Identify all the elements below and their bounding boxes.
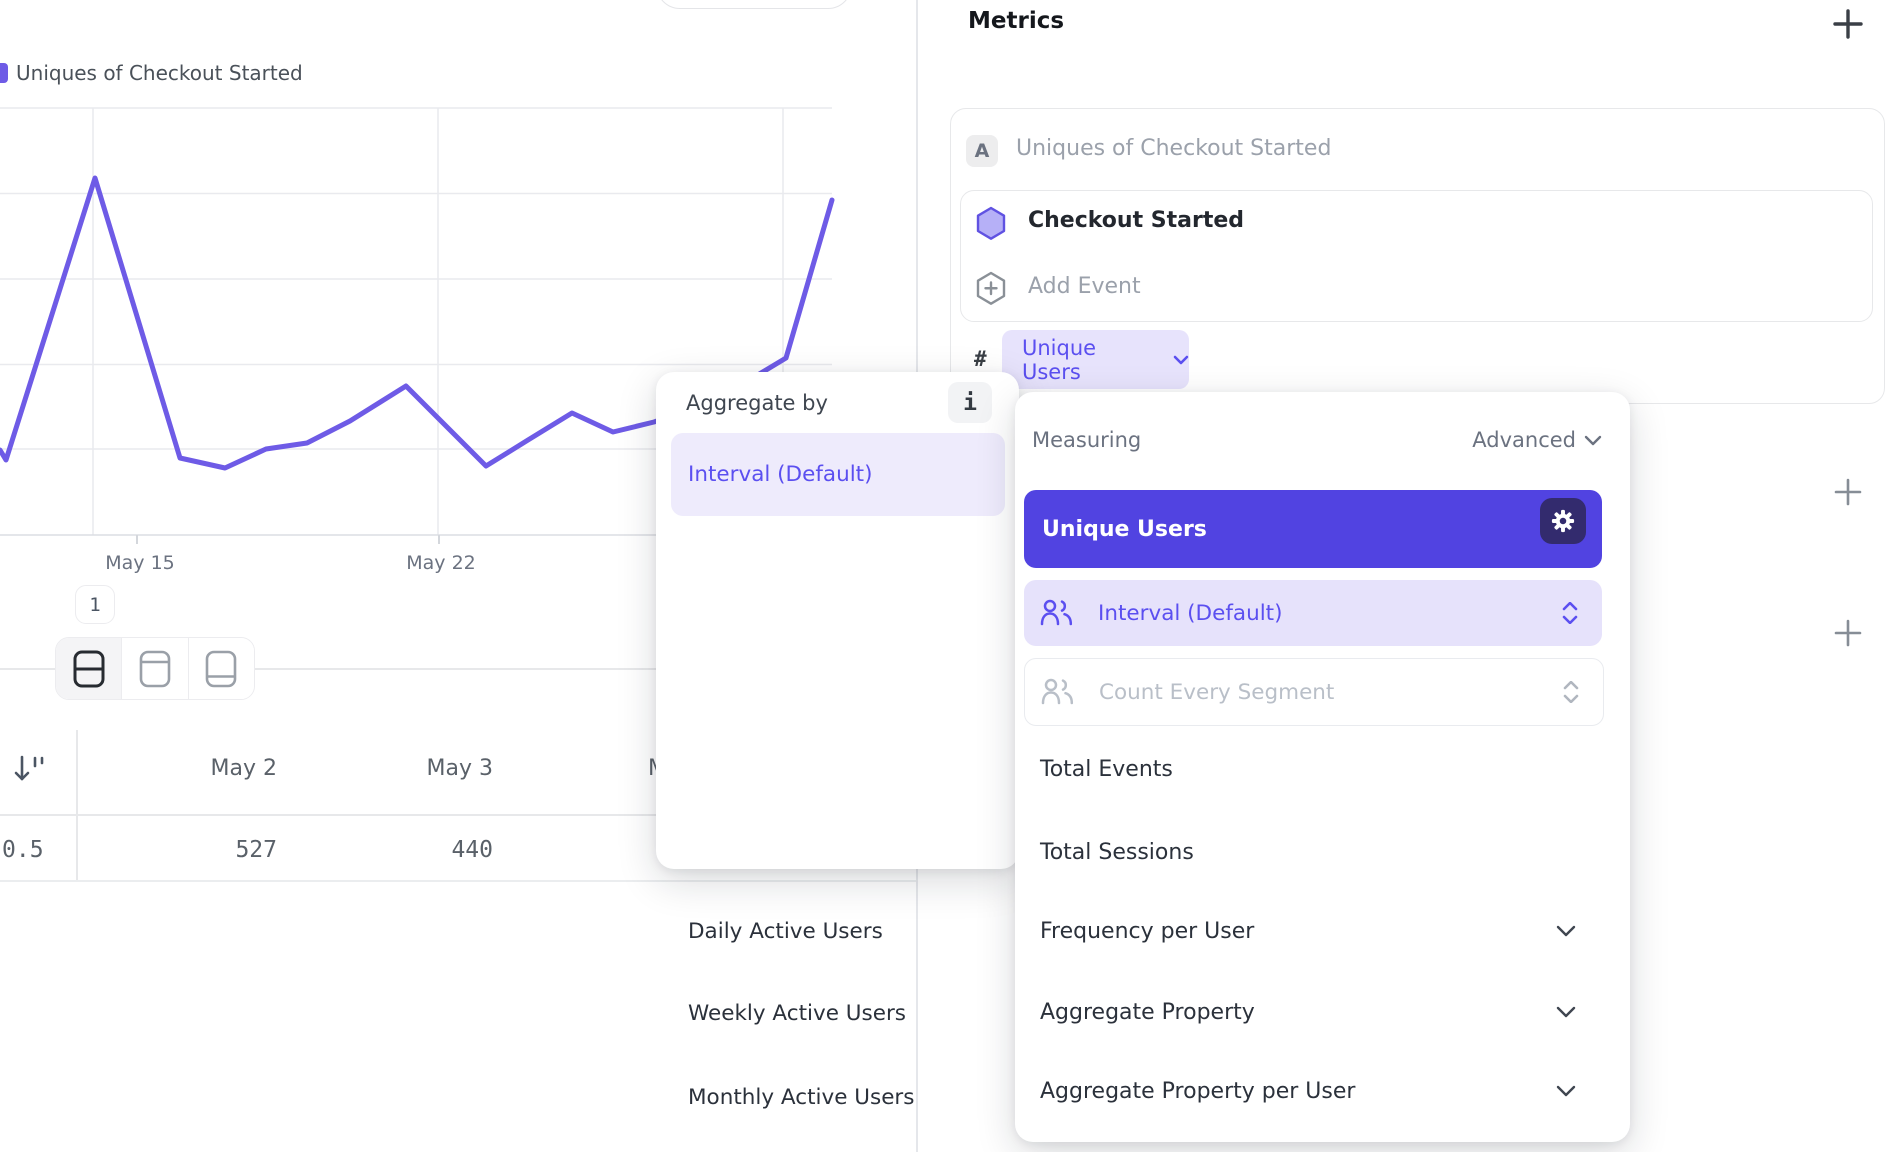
x-tick-label: May 15 — [105, 552, 175, 574]
measuring-option-label: Total Events — [1040, 756, 1173, 782]
aggregate-by-popup: Aggregate by i Interval (Default) Daily … — [656, 372, 1019, 1110]
gear-icon — [1551, 509, 1575, 533]
metric-letter-badge: A — [966, 135, 998, 167]
page-badge[interactable]: 1 — [75, 585, 115, 624]
chevron-down-icon — [1173, 355, 1189, 364]
measuring-selected-label: Unique Users — [1042, 516, 1207, 542]
aggregate-option-label: Monthly Active Users — [688, 1084, 915, 1110]
table-row-rule — [0, 880, 916, 882]
measuring-option[interactable]: Aggregate Property per User — [1040, 1063, 1606, 1119]
measuring-option-selected[interactable]: Unique Users — [1024, 490, 1602, 568]
settings-button[interactable] — [1540, 498, 1586, 544]
add-metric-button[interactable] — [1833, 9, 1863, 39]
page-title: Metrics — [968, 8, 1065, 34]
users-icon — [1040, 599, 1073, 626]
updown-icon — [1563, 681, 1579, 703]
aggregate-option-selected[interactable]: Interval (Default) — [671, 433, 1005, 516]
measuring-popup: Measuring Advanced Unique Users — [1015, 392, 1630, 1142]
measuring-option-label: Aggregate Property per User — [1040, 1078, 1356, 1104]
split-top-icon — [139, 650, 171, 687]
chevron-down-icon — [1584, 435, 1602, 445]
measuring-option[interactable]: Frequency per User — [1040, 903, 1606, 959]
plus-icon — [1833, 9, 1863, 39]
aggregate-option[interactable]: Cumulative Users — [671, 1148, 1005, 1152]
add-event-hexagon-icon — [976, 271, 1006, 305]
layout-bottom-bar-button[interactable] — [188, 638, 254, 699]
segment-count-label: Count Every Segment — [1099, 679, 1335, 705]
measurement-chip-label: Unique Users — [1022, 335, 1097, 384]
aggregate-option[interactable]: Daily Active Users — [671, 898, 1005, 964]
table-column-header[interactable]: May 3 — [426, 756, 493, 781]
split-bottom-icon — [206, 650, 237, 687]
number-operator-icon: # — [974, 347, 987, 371]
users-icon — [1041, 678, 1074, 705]
info-icon: i — [963, 389, 977, 416]
measuring-option[interactable]: Aggregate Property — [1040, 984, 1606, 1040]
x-tick-label: May 22 — [406, 552, 476, 574]
chevron-down-icon — [1556, 1085, 1576, 1097]
table-header-rule — [0, 814, 916, 816]
sort-icon[interactable] — [13, 753, 47, 787]
aggregate-option-label: Daily Active Users — [688, 918, 883, 944]
layout-toggle-group — [55, 637, 255, 700]
advanced-label: Advanced — [1472, 428, 1576, 452]
section-divider — [0, 668, 916, 670]
measuring-popup-title: Measuring — [1032, 428, 1142, 452]
interval-select-label: Interval (Default) — [1098, 600, 1283, 626]
plus-icon — [1834, 478, 1862, 506]
chevron-down-icon — [1556, 1006, 1576, 1018]
metric-letter: A — [974, 140, 990, 162]
measuring-option-label: Frequency per User — [1040, 918, 1255, 944]
layout-split-horizontal-button[interactable] — [56, 638, 123, 699]
table-column-separator — [76, 730, 78, 881]
table-column-header[interactable]: May 2 — [210, 756, 277, 781]
add-event-button[interactable]: Add Event — [1028, 274, 1141, 299]
layout-top-bar-button[interactable] — [122, 638, 189, 699]
plus-icon — [1834, 619, 1862, 647]
updown-icon — [1562, 602, 1578, 624]
event-name[interactable]: Checkout Started — [1028, 208, 1245, 233]
measuring-option[interactable]: Total Events — [1040, 741, 1606, 797]
measurement-chip[interactable]: Unique Users — [1002, 330, 1189, 389]
event-card[interactable] — [960, 190, 1873, 322]
advanced-toggle[interactable]: Advanced — [1472, 428, 1602, 452]
split-horizontal-icon — [73, 650, 105, 687]
aggregate-option[interactable]: Monthly Active Users — [671, 1064, 1005, 1130]
aggregate-option-label: Interval (Default) — [688, 462, 873, 487]
aggregate-popup-title: Aggregate by — [686, 391, 828, 415]
table-row-label: 0.5 — [2, 837, 44, 863]
table-cell: 527 — [235, 837, 277, 863]
aggregate-option-label: Weekly Active Users — [688, 1000, 906, 1026]
add-row-button[interactable] — [1833, 618, 1863, 648]
legend-label: Uniques of Checkout Started — [16, 61, 303, 85]
measuring-option-label: Total Sessions — [1040, 839, 1194, 865]
x-axis-ticks — [136, 535, 440, 544]
event-hexagon-icon — [976, 206, 1006, 240]
info-button[interactable]: i — [948, 382, 992, 423]
add-row-button[interactable] — [1833, 477, 1863, 507]
metric-name[interactable]: Uniques of Checkout Started — [1016, 136, 1332, 161]
table-cell: 440 — [451, 837, 493, 863]
segment-count-select[interactable]: Count Every Segment — [1024, 658, 1604, 726]
chevron-down-icon — [1556, 925, 1576, 937]
interval-select[interactable]: Interval (Default) — [1024, 580, 1602, 646]
page-badge-label: 1 — [89, 593, 101, 616]
legend-swatch-icon — [0, 63, 8, 83]
measuring-option[interactable]: Total Sessions — [1040, 824, 1606, 880]
measuring-option-label: Aggregate Property — [1040, 999, 1255, 1025]
aggregate-option[interactable]: Weekly Active Users — [671, 980, 1005, 1046]
